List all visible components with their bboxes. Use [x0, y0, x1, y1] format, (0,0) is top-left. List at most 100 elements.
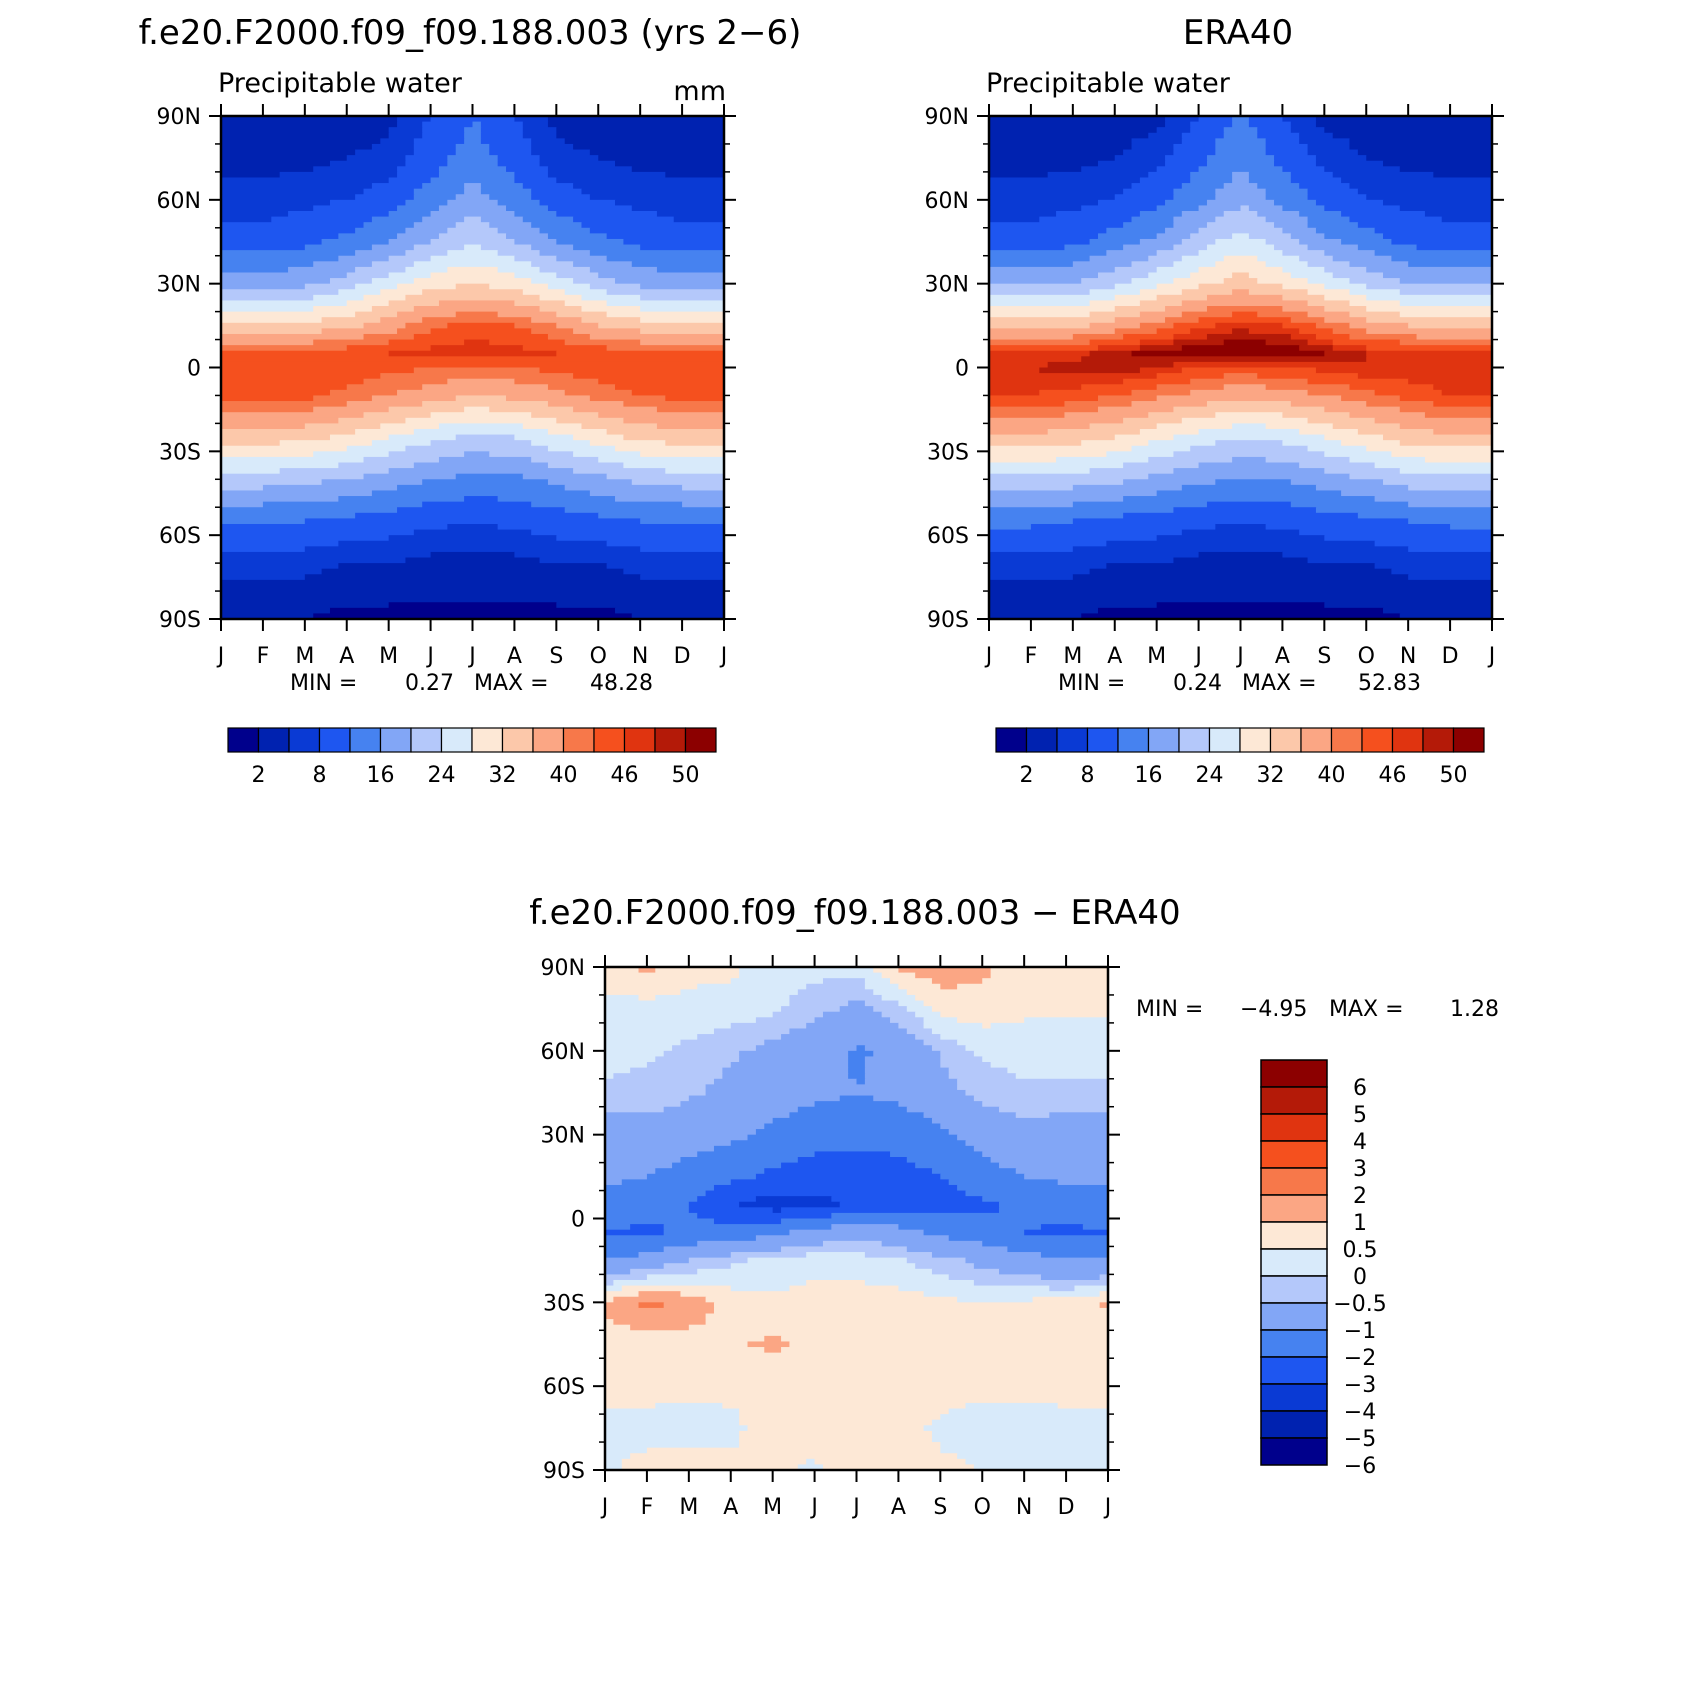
contour-cell	[1315, 121, 1493, 128]
contour-cell	[539, 250, 591, 257]
contour-cell	[221, 596, 725, 603]
colorbar-label: 8	[1081, 763, 1095, 788]
contour-cell	[605, 994, 640, 1002]
contour-cell	[1181, 238, 1216, 246]
contour-cell	[455, 283, 490, 290]
contour-cell	[638, 1252, 732, 1259]
contour-cell	[413, 428, 549, 436]
contour-cell	[989, 244, 1066, 251]
colorbar-swatch	[1178, 727, 1211, 753]
contour-cell	[1223, 278, 1258, 285]
contour-cell	[447, 523, 499, 531]
contour-cell	[1399, 395, 1493, 402]
contour-cell	[573, 434, 624, 441]
contour-cell	[605, 1162, 673, 1169]
contour-cell	[1032, 1296, 1109, 1303]
contour-cell	[965, 1190, 1109, 1197]
colorbar-swatch	[562, 727, 595, 753]
contour-cell	[221, 250, 356, 257]
contour-cell	[931, 1028, 1109, 1035]
contour-cell	[589, 194, 725, 201]
difference-max-value: 1.28	[1450, 997, 1499, 1022]
contour-cell	[1240, 205, 1250, 212]
contour-cell	[1198, 166, 1284, 173]
contour-cell	[999, 1268, 1109, 1275]
contour-cell	[989, 183, 1133, 190]
contour-cell	[848, 1050, 874, 1058]
contour-cell	[898, 1000, 925, 1007]
contour-cell	[447, 250, 499, 257]
contour-cell	[1131, 445, 1191, 452]
contour-cell	[864, 1252, 933, 1259]
contour-cell	[539, 557, 725, 564]
contour-cell	[605, 1235, 757, 1242]
era40-max-label: MAX =	[1242, 671, 1317, 696]
contour-cell	[606, 233, 725, 240]
contour-cell	[1399, 613, 1493, 620]
contour-cell	[413, 529, 532, 536]
contour-cell	[1383, 434, 1493, 441]
contour-cell	[1265, 149, 1309, 156]
contour-cell	[697, 1034, 782, 1041]
contour-cell	[1173, 507, 1317, 514]
contour-cell	[514, 238, 557, 246]
contour-cell	[989, 602, 1158, 609]
contour-cell	[1148, 412, 1216, 419]
contour-cell	[989, 574, 1074, 581]
contour-cell	[1324, 317, 1367, 324]
colorbar-swatch	[318, 727, 351, 753]
contour-cell	[1064, 412, 1149, 419]
contour-cell	[522, 127, 557, 134]
contour-cell	[1332, 255, 1392, 262]
colorbar-label: −4	[1344, 1400, 1376, 1425]
contour-cell	[656, 266, 725, 274]
contour-cell	[940, 1123, 1109, 1130]
colorbar-label: 32	[1257, 763, 1285, 788]
contour-cell	[1215, 216, 1267, 223]
contour-cell	[605, 1257, 690, 1264]
contour-cell	[1349, 412, 1426, 419]
contour-cell	[338, 233, 398, 240]
contour-cell	[680, 989, 799, 996]
contour-cell	[613, 1319, 707, 1326]
contour-cell	[1223, 183, 1258, 190]
contour-cell	[1232, 328, 1250, 335]
contour-cell	[1089, 289, 1141, 296]
contour-cell	[1408, 261, 1493, 268]
contour-cell	[573, 143, 725, 151]
contour-cell	[1357, 222, 1493, 229]
contour-cell	[989, 306, 1116, 313]
contour-cell	[989, 557, 1175, 564]
x-tick-label: J	[984, 644, 993, 669]
contour-cell	[221, 149, 356, 156]
contour-cell	[1349, 278, 1401, 285]
contour-cell	[822, 1011, 883, 1018]
contour-cell	[931, 1252, 1042, 1259]
contour-cell	[747, 1341, 791, 1348]
contour-cell	[363, 412, 432, 419]
contour-cell	[630, 1324, 690, 1331]
contour-cell	[1399, 406, 1493, 413]
contour-cell	[631, 389, 725, 397]
contour-cell	[789, 1229, 925, 1236]
contour-cell	[1139, 177, 1191, 184]
contour-cell	[605, 1028, 715, 1035]
contour-cell	[722, 1067, 849, 1074]
contour-cell	[589, 440, 666, 447]
contour-cell	[680, 1157, 799, 1164]
contour-cell	[1299, 529, 1493, 536]
contour-cell	[1366, 155, 1493, 162]
contour-cell	[605, 1369, 1109, 1376]
contour-cell	[923, 1022, 983, 1030]
contour-cell	[1165, 227, 1200, 234]
contour-cell	[655, 1168, 765, 1175]
model-panel-title: f.e20.F2000.f09_f09.188.003 (yrs 2−6)	[139, 13, 802, 53]
contour-cell	[1290, 333, 1317, 341]
contour-cell	[1139, 300, 1183, 307]
contour-cell	[697, 1240, 824, 1248]
contour-cell	[864, 1000, 900, 1007]
contour-cell	[1173, 244, 1208, 251]
contour-cell	[898, 1224, 1042, 1231]
contour-cell	[221, 116, 398, 123]
